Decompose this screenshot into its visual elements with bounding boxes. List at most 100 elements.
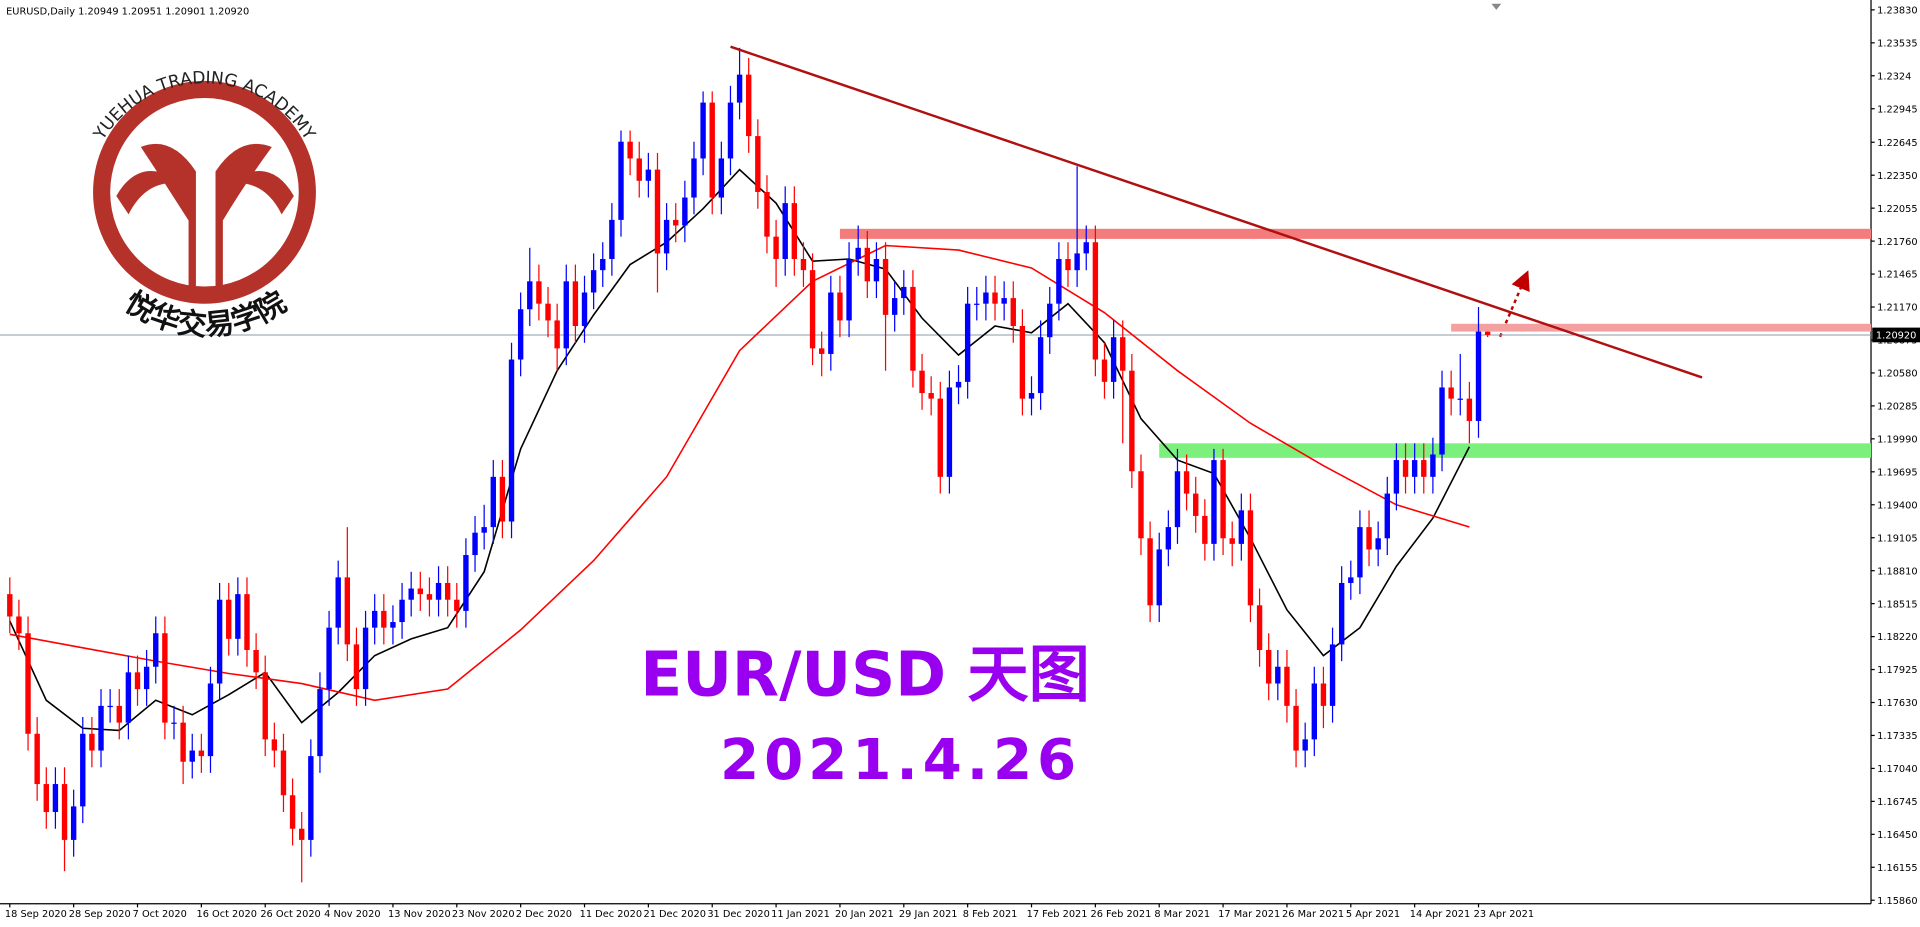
candle <box>1384 476 1390 556</box>
candle-body <box>974 303 980 305</box>
candle <box>299 811 305 883</box>
candle <box>308 739 314 857</box>
y-tick-label: 1.18515 <box>1877 599 1917 610</box>
candle <box>381 594 387 645</box>
candle <box>1101 342 1108 399</box>
logo-leaf <box>116 170 294 215</box>
candle-body <box>189 750 195 762</box>
candle <box>1147 521 1153 623</box>
candle-body <box>134 672 141 690</box>
candle <box>527 247 533 327</box>
candle-body <box>235 594 241 639</box>
candle <box>782 186 788 276</box>
candle-body <box>1375 538 1381 550</box>
y-tick-label: 1.18810 <box>1877 566 1917 577</box>
candle <box>1065 242 1071 287</box>
candle <box>581 275 588 343</box>
x-tick-label: 23 Apr 2021 <box>1474 909 1534 920</box>
candle <box>1001 281 1007 321</box>
candle <box>16 599 22 650</box>
candle-body <box>444 582 451 600</box>
candle <box>1238 493 1245 561</box>
zone <box>1159 443 1872 458</box>
candle <box>554 303 560 371</box>
candle <box>1484 331 1491 338</box>
candle-body <box>855 247 861 259</box>
candle <box>1293 689 1299 768</box>
candle-body <box>43 784 49 812</box>
candle <box>25 616 31 751</box>
candle <box>198 733 205 773</box>
candle-body <box>499 476 506 522</box>
candle-body <box>1320 683 1327 706</box>
candle-body <box>1430 454 1436 477</box>
candle-body <box>1110 337 1117 382</box>
y-tick-label: 1.18220 <box>1877 632 1917 643</box>
candle <box>1120 320 1126 444</box>
candle <box>718 141 725 215</box>
candle <box>1220 448 1226 556</box>
candle-body <box>207 683 214 757</box>
candle <box>846 242 852 338</box>
candle-body <box>1402 460 1409 477</box>
candle-body <box>417 588 423 595</box>
candle <box>180 705 186 785</box>
candle-body <box>216 599 223 684</box>
candle <box>34 717 40 801</box>
y-tick-label: 1.19105 <box>1877 533 1917 544</box>
candle <box>417 571 423 611</box>
y-tick-label: 1.17925 <box>1877 665 1917 676</box>
x-tick-label: 2 Dec 2020 <box>516 909 572 920</box>
y-tick-label: 1.19990 <box>1877 435 1917 446</box>
x-tick-label: 31 Dec 2020 <box>707 909 770 920</box>
candle <box>463 538 469 628</box>
candle-body <box>1411 460 1418 477</box>
candle-body <box>125 672 132 723</box>
candle-body <box>572 281 579 327</box>
x-tick-label: 20 Jan 2021 <box>835 909 894 920</box>
candle-body <box>490 476 496 528</box>
candle-body <box>143 666 150 690</box>
candle-body <box>545 303 551 321</box>
y-tick-label: 1.23535 <box>1877 38 1917 49</box>
candle <box>572 264 579 343</box>
candle <box>727 85 734 176</box>
candle-body <box>891 298 898 315</box>
candle <box>636 141 642 198</box>
candle <box>80 717 86 824</box>
candle-body <box>1092 242 1099 360</box>
candle <box>89 717 95 768</box>
candle-body <box>481 527 487 533</box>
candle-body <box>1056 258 1062 304</box>
candle-body <box>1165 527 1172 550</box>
candle <box>162 616 168 740</box>
candle-body <box>1238 510 1245 544</box>
candle-body <box>837 292 843 321</box>
candle-body <box>618 141 624 220</box>
candle <box>1457 353 1463 416</box>
candle-body <box>25 633 31 734</box>
candle <box>280 733 287 812</box>
candle <box>1056 242 1062 321</box>
candle-body <box>809 270 816 349</box>
candle <box>490 460 496 544</box>
candle-body <box>955 381 962 388</box>
candle-body <box>1001 298 1007 304</box>
candle-body <box>590 270 597 293</box>
candle <box>454 582 460 628</box>
candle <box>271 722 278 768</box>
candle-body <box>1329 644 1336 706</box>
candle <box>1439 370 1445 472</box>
candle-body <box>1010 298 1016 327</box>
candle <box>700 91 706 176</box>
x-tick-label: 7 Oct 2020 <box>133 909 187 920</box>
candle-body <box>98 705 104 751</box>
candle <box>125 655 132 740</box>
y-tick-label: 1.22645 <box>1877 138 1917 149</box>
candle <box>1211 448 1217 561</box>
candle-body <box>964 303 971 382</box>
candle <box>1256 588 1263 667</box>
y-tick-label: 1.17630 <box>1877 698 1917 709</box>
candle-body <box>1019 326 1026 399</box>
candle-body <box>426 594 433 600</box>
